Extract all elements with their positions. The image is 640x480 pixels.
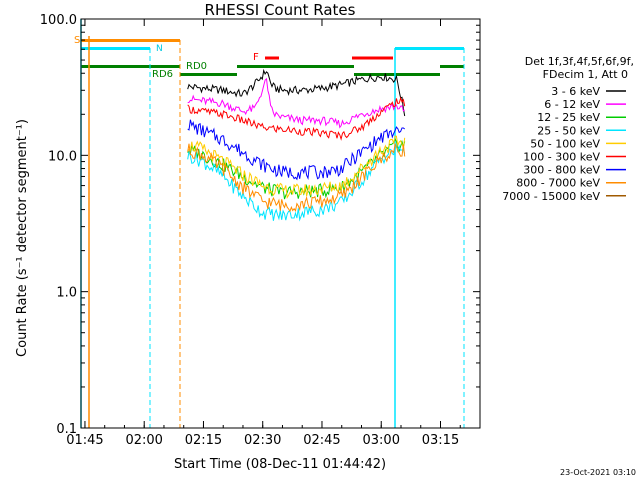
series-line-3 (187, 137, 406, 200)
legend-header-line-1: Det 1f,3f,4f,5f,6f,9f, (525, 55, 634, 68)
timestamp-footer: 23-Oct-2021 03:10 (560, 468, 636, 477)
night-state-label: N (156, 44, 163, 54)
y-tick-label: 0.1 (56, 422, 77, 437)
series-line-1 (187, 68, 406, 117)
legend-entry-label: 50 - 100 keV (530, 137, 600, 150)
legend-entry-label: 6 - 12 keV (544, 98, 600, 111)
x-tick-label: 02:45 (303, 433, 340, 448)
series-line-6 (187, 96, 406, 141)
flare-state-label: F (253, 52, 259, 63)
x-tick-label: 02:15 (185, 433, 222, 448)
x-tick-label: 02:30 (244, 433, 281, 448)
series-line-7 (187, 119, 406, 181)
y-tick-label: 10.0 (48, 149, 77, 164)
legend: Det 1f,3f,4f,5f,6f,9f, FDecim 1, Att 0 3… (502, 55, 634, 203)
legend-entry-label: 12 - 25 keV (537, 111, 600, 124)
plot-frame (80, 18, 481, 429)
legend-entry-label: 100 - 300 keV (523, 151, 600, 164)
legend-entry-label: 7000 - 15000 keV (502, 190, 600, 203)
series-line-5 (187, 135, 406, 199)
series-line-8 (187, 142, 406, 213)
legend-entry-label: 800 - 7000 keV (516, 177, 600, 190)
rd0-state-label: RD0 (186, 61, 207, 72)
series-layer (187, 68, 406, 222)
x-axis-label: Start Time (08-Dec-11 01:44:42) (174, 457, 386, 472)
instrument-state-bars: S N F RD0 RD6 (74, 19, 465, 428)
y-tick-label: 100.0 (40, 13, 77, 28)
legend-entry-label: 3 - 6 keV (551, 85, 600, 98)
x-tick-label: 01:45 (66, 433, 103, 448)
legend-entry-label: 25 - 50 keV (537, 124, 600, 137)
rd6-state-label: RD6 (152, 69, 173, 80)
y-tick-label: 1.0 (56, 286, 77, 301)
legend-entry-label: 300 - 800 keV (523, 164, 600, 177)
x-tick-label: 03:00 (363, 433, 400, 448)
legend-header-line-2: FDecim 1, Att 0 (543, 68, 628, 81)
x-tick-label: 03:15 (422, 433, 459, 448)
attenuator-state-label: S (74, 35, 80, 46)
y-axis-label: Count Rate (s⁻¹ detector segment⁻¹) (15, 119, 30, 357)
chart-title: RHESSI Count Rates (205, 1, 356, 19)
x-tick-label: 02:00 (125, 433, 162, 448)
series-line-2 (187, 77, 406, 129)
axes: 01:45 02:00 02:15 02:30 02:45 03:00 03:15 0.1 1.… (40, 13, 481, 448)
